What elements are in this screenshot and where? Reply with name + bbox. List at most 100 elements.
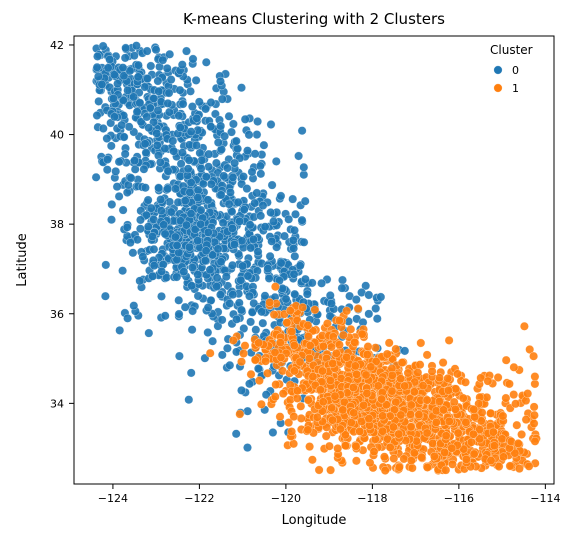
y-axis-label: Latitude: [15, 233, 30, 287]
scatter-point-cluster-0: [124, 86, 132, 94]
scatter-point-cluster-1: [352, 370, 360, 378]
scatter-point-cluster-0: [228, 224, 236, 232]
scatter-point-cluster-0: [289, 236, 297, 244]
scatter-point-cluster-1: [229, 336, 237, 344]
scatter-point-cluster-1: [520, 322, 528, 330]
scatter-point-cluster-0: [121, 54, 129, 62]
scatter-point-cluster-1: [514, 439, 522, 447]
scatter-point-cluster-1: [423, 351, 431, 359]
legend-marker-1: [494, 84, 502, 92]
scatter-point-cluster-0: [147, 62, 155, 70]
scatter-point-cluster-0: [229, 173, 237, 181]
scatter-point-cluster-1: [410, 449, 418, 457]
scatter-point-cluster-0: [216, 77, 224, 85]
scatter-point-cluster-0: [103, 166, 111, 174]
scatter-point-cluster-1: [440, 448, 448, 456]
scatter-point-cluster-0: [289, 244, 297, 252]
scatter-point-cluster-0: [182, 221, 190, 229]
scatter-point-cluster-1: [325, 442, 333, 450]
scatter-point-cluster-0: [197, 164, 205, 172]
scatter-point-cluster-1: [530, 419, 538, 427]
scatter-point-cluster-0: [245, 131, 253, 139]
scatter-point-cluster-0: [146, 104, 154, 112]
scatter-point-cluster-0: [157, 267, 165, 275]
scatter-point-cluster-1: [407, 456, 415, 464]
scatter-point-cluster-0: [230, 240, 238, 248]
scatter-point-cluster-0: [95, 97, 103, 105]
scatter-point-cluster-0: [101, 292, 109, 300]
scatter-point-cluster-0: [143, 47, 151, 55]
y-tick-label: 38: [50, 218, 64, 231]
scatter-point-cluster-1: [287, 427, 295, 435]
scatter-point-cluster-0: [243, 407, 251, 415]
scatter-point-cluster-0: [109, 94, 117, 102]
scatter-point-cluster-1: [276, 338, 284, 346]
scatter-point-cluster-1: [388, 387, 396, 395]
scatter-point-cluster-1: [453, 370, 461, 378]
x-tick-label: −124: [98, 492, 128, 505]
scatter-point-cluster-0: [241, 115, 249, 123]
scatter-point-cluster-1: [251, 356, 259, 364]
scatter-point-cluster-1: [286, 306, 294, 314]
scatter-point-cluster-0: [401, 347, 409, 355]
scatter-point-cluster-0: [194, 292, 202, 300]
scatter-point-cluster-0: [290, 270, 298, 278]
scatter-point-cluster-0: [214, 245, 222, 253]
scatter-point-cluster-1: [470, 450, 478, 458]
scatter-point-cluster-0: [107, 142, 115, 150]
scatter-point-cluster-0: [99, 42, 107, 50]
scatter-point-cluster-0: [175, 310, 183, 318]
scatter-point-cluster-1: [444, 374, 452, 382]
scatter-point-cluster-0: [181, 197, 189, 205]
scatter-point-cluster-1: [304, 332, 312, 340]
scatter-point-cluster-1: [297, 414, 305, 422]
scatter-point-cluster-0: [260, 141, 268, 149]
scatter-point-cluster-1: [445, 417, 453, 425]
scatter-point-cluster-1: [462, 455, 470, 463]
scatter-point-cluster-1: [381, 466, 389, 474]
scatter-point-cluster-1: [290, 367, 298, 375]
scatter-point-cluster-1: [342, 353, 350, 361]
scatter-point-cluster-0: [163, 64, 171, 72]
scatter-point-cluster-0: [175, 352, 183, 360]
scatter-point-cluster-1: [206, 349, 214, 357]
scatter-point-cluster-0: [175, 296, 183, 304]
scatter-point-cluster-1: [510, 390, 518, 398]
scatter-point-cluster-0: [327, 299, 335, 307]
scatter-point-cluster-0: [317, 279, 325, 287]
scatter-point-cluster-0: [169, 137, 177, 145]
scatter-point-cluster-0: [246, 221, 254, 229]
scatter-point-cluster-1: [347, 418, 355, 426]
scatter-point-cluster-1: [442, 466, 450, 474]
scatter-point-cluster-0: [145, 329, 153, 337]
scatter-point-cluster-0: [139, 253, 147, 261]
scatter-point-cluster-1: [478, 408, 486, 416]
legend-label-0: 0: [512, 64, 519, 77]
scatter-point-cluster-0: [148, 272, 156, 280]
scatter-point-cluster-1: [469, 430, 477, 438]
scatter-point-cluster-1: [423, 429, 431, 437]
scatter-point-cluster-1: [498, 435, 506, 443]
scatter-point-cluster-1: [363, 350, 371, 358]
scatter-point-cluster-0: [243, 443, 251, 451]
scatter-point-cluster-0: [326, 291, 334, 299]
scatter-point-cluster-1: [341, 442, 349, 450]
scatter-point-cluster-1: [319, 398, 327, 406]
scatter-point-cluster-0: [228, 208, 236, 216]
scatter-point-cluster-1: [395, 430, 403, 438]
scatter-point-cluster-1: [236, 410, 244, 418]
legend-label-1: 1: [512, 82, 519, 95]
scatter-point-cluster-1: [531, 437, 539, 445]
scatter-point-cluster-0: [240, 205, 248, 213]
scatter-point-cluster-0: [352, 295, 360, 303]
scatter-point-cluster-0: [218, 95, 226, 103]
scatter-point-cluster-0: [291, 210, 299, 218]
scatter-point-cluster-0: [167, 208, 175, 216]
scatter-point-cluster-0: [205, 150, 213, 158]
scatter-point-cluster-1: [271, 283, 279, 291]
scatter-point-cluster-1: [490, 442, 498, 450]
scatter-point-cluster-1: [293, 394, 301, 402]
scatter-point-cluster-0: [207, 180, 215, 188]
scatter-point-cluster-1: [356, 427, 364, 435]
scatter-point-cluster-1: [494, 373, 502, 381]
